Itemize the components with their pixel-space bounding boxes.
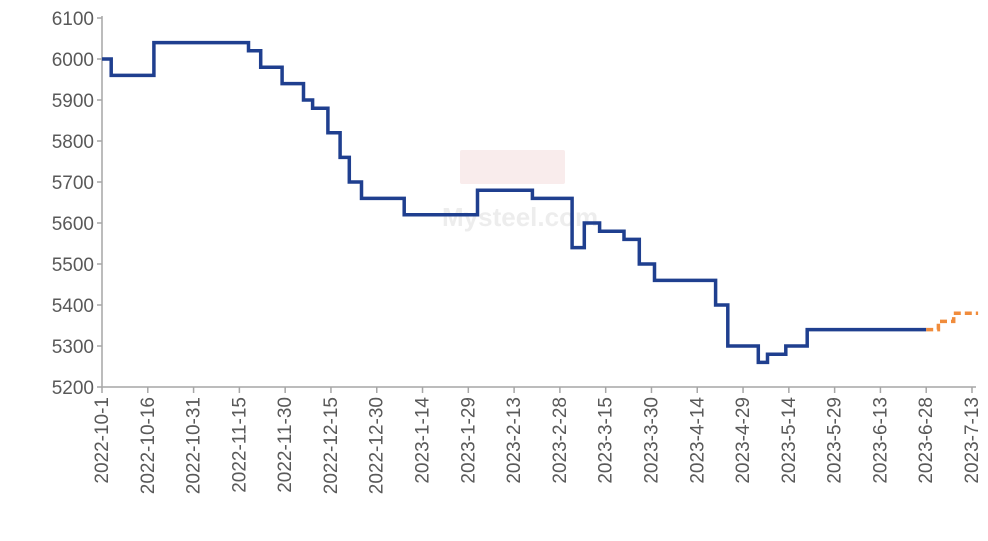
watermark-text: Mysteel.com [442, 202, 598, 232]
x-axis-labels: 2022-10-1 2022-10-16 2022-10-31 2022-11-15 2… [92, 397, 983, 495]
x-tick-label: 2023-1-14 [413, 397, 434, 484]
y-tick-label: 5300 [52, 337, 94, 358]
x-tick-label: 2022-10-16 [138, 397, 159, 494]
x-tick-label: 2023-4-14 [687, 397, 708, 484]
x-tick-label: 2022-10-1 [92, 397, 113, 484]
y-tick-label: 6000 [52, 50, 94, 71]
x-tick-label: 2023-7-13 [962, 397, 983, 484]
x-tick-label: 2022-10-31 [184, 397, 205, 494]
x-tick-label: 2023-6-13 [870, 397, 891, 484]
watermark-badge [460, 150, 565, 184]
x-tick-label: 2022-11-15 [229, 397, 250, 493]
y-axis-labels: 5200 5300 5400 5500 5600 5700 5800 5900 6000 6100 [52, 9, 94, 399]
x-tick-label: 2023-3-15 [596, 397, 617, 484]
y-tick-label: 6100 [52, 9, 94, 30]
x-tick-label: 2022-11-30 [275, 397, 296, 493]
y-tick-label: 5800 [52, 132, 94, 153]
x-tick-label: 2023-2-13 [504, 397, 525, 484]
x-tick-label: 2023-5-14 [779, 397, 800, 484]
y-tick-label: 5900 [52, 91, 94, 112]
x-tick-label: 2023-4-29 [733, 397, 754, 484]
series-line-1 [102, 40, 927, 365]
y-tick-label: 5500 [52, 255, 94, 276]
x-tick-label: 2022-12-30 [367, 397, 388, 494]
x-tick-label: 2023-2-28 [550, 397, 571, 484]
y-tick-label: 5200 [52, 378, 94, 399]
x-tick-label: 2022-12-15 [321, 397, 342, 494]
x-tick-label: 2023-3-30 [641, 397, 662, 484]
x-tick-label: 2023-5-29 [825, 397, 846, 484]
series-line-2 [926, 311, 979, 332]
y-tick-label: 5600 [52, 214, 94, 235]
y-tick-label: 5400 [52, 296, 94, 317]
x-tick-label: 2023-1-29 [458, 397, 479, 484]
series-layer [102, 40, 979, 365]
x-tick-label: 2023-6-28 [916, 397, 937, 484]
axes [97, 16, 976, 393]
y-tick-label: 5700 [52, 173, 94, 194]
